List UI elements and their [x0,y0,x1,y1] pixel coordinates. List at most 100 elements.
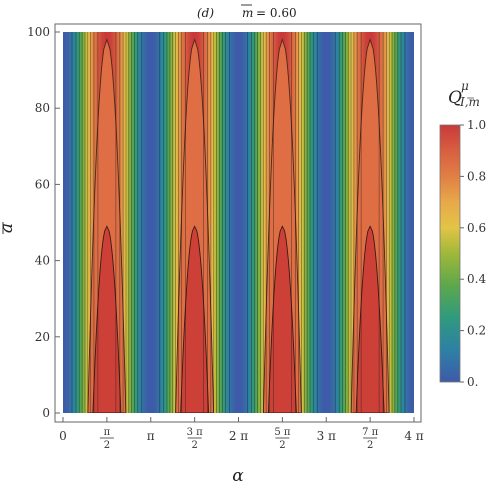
heatmap-cell [129,32,131,413]
heatmap-cell [303,32,305,413]
heatmap-cell [244,32,246,413]
x-tick-label: 0 [59,429,67,443]
colorbar-tick-label: 0.6 [467,221,486,235]
heatmap-cell [336,32,338,413]
heatmap-cell [401,32,403,413]
chart-title: (d) m = 0.60 [197,4,297,20]
heatmap-cell [165,32,167,413]
heatmap-cell [248,32,250,413]
heatmap-cell [79,32,81,413]
x-tick-denominator: 2 [104,440,110,451]
heatmap-cell [162,32,164,413]
heatmap-cell [307,32,309,413]
heatmap-cell [319,32,321,413]
heatmap-cell [86,32,88,413]
heatmap-cell [305,32,307,413]
x-tick-label: 3 π [317,429,336,443]
heatmap-cell [143,32,145,413]
heatmap-cell [82,32,84,413]
heatmap-cell [406,32,408,413]
heatmap-cell [249,32,251,413]
red-contour-region [92,225,122,413]
colorbar-tick-label: 0.8 [467,169,486,183]
heatmap-cell [88,32,90,413]
heatmap-cell [315,32,317,413]
heatmap-cell [71,32,73,413]
heatmap-cell [241,32,243,413]
heatmap-cell [123,32,125,413]
heatmap-cell [267,32,269,413]
colorbar-label: Q [448,88,462,108]
heatmap-cell [385,32,387,413]
heatmap-cell [347,32,349,413]
heatmap-cell [237,32,239,413]
heatmap-cell [242,32,244,413]
heatmap-cell [330,32,332,413]
heatmap-cell [246,32,248,413]
heatmap-cell [224,32,226,413]
heatmap-cell [75,32,77,413]
heatmap-cell [220,32,222,413]
colorbar-gradient [439,124,461,383]
heatmap-cell [83,32,85,413]
heatmap-cell [211,32,213,413]
heatmap-cell [234,32,236,413]
red-contour-region [355,225,385,413]
heatmap-cell [142,32,144,413]
heatmap-cell [151,32,153,413]
heatmap-cell [392,32,394,413]
colorbar-label-sup: μ [461,79,469,93]
x-axis-ticks: 0 π 2 π 3 π 2 2 π 5 π 2 3 π 7 π 2 4 π [59,417,424,451]
heatmap-cell [221,32,223,413]
x-tick-label: 4 π [404,429,423,443]
heatmap-cell [215,32,217,413]
y-axis-ticks: 0 20 40 60 80 100 [27,25,60,420]
heatmap-cell [297,32,299,413]
heatmap-cell [258,32,260,413]
heatmap-cell [144,32,146,413]
heatmap-cell [300,32,302,413]
heatmap-cell [266,32,268,413]
heatmap-cell [409,32,411,413]
heatmap-cell [164,32,166,413]
heatmap-cell [223,32,225,413]
heatmap-cell [323,32,325,413]
heatmap-cell [139,32,141,413]
heatmap-cell [168,32,170,413]
heatmap-cell [147,32,149,413]
heatmap-cell [399,32,401,413]
heatmap-cell [388,32,390,413]
heatmap-cell [173,32,175,413]
y-tick-label: 40 [35,254,50,268]
heatmap-cell [126,32,128,413]
heatmap-cell [320,32,322,413]
red-contour-region [267,225,297,413]
heatmap-cell [349,32,351,413]
heatmap-cell [344,32,346,413]
heatmap-cell [408,32,410,413]
heatmap-cell [235,32,237,413]
heatmap-cell [66,32,68,413]
y-tick-label: 20 [35,330,50,344]
contour-lines [71,32,406,413]
heatmap-cell [236,32,238,413]
heatmap-cell [410,32,412,413]
heatmap-cell [340,32,342,413]
heatmap-cell [218,32,220,413]
heatmap-cell [412,32,414,413]
heatmap-cell [70,32,72,413]
heatmap-cell [407,32,409,413]
heatmap-cell [350,32,352,413]
heatmap-cell [343,32,345,413]
heatmap-cell [226,32,228,413]
x-tick-denominator: 2 [191,440,197,451]
heatmap-cell [390,32,392,413]
heatmap-cell [85,32,87,413]
heatmap-cell [160,32,162,413]
heatmap-cell [332,32,334,413]
heatmap-cell [132,32,134,413]
heatmap-cell [339,32,341,413]
heatmap-cell [240,32,242,413]
heatmap-cell [124,32,126,413]
heatmap-cell [346,32,348,413]
